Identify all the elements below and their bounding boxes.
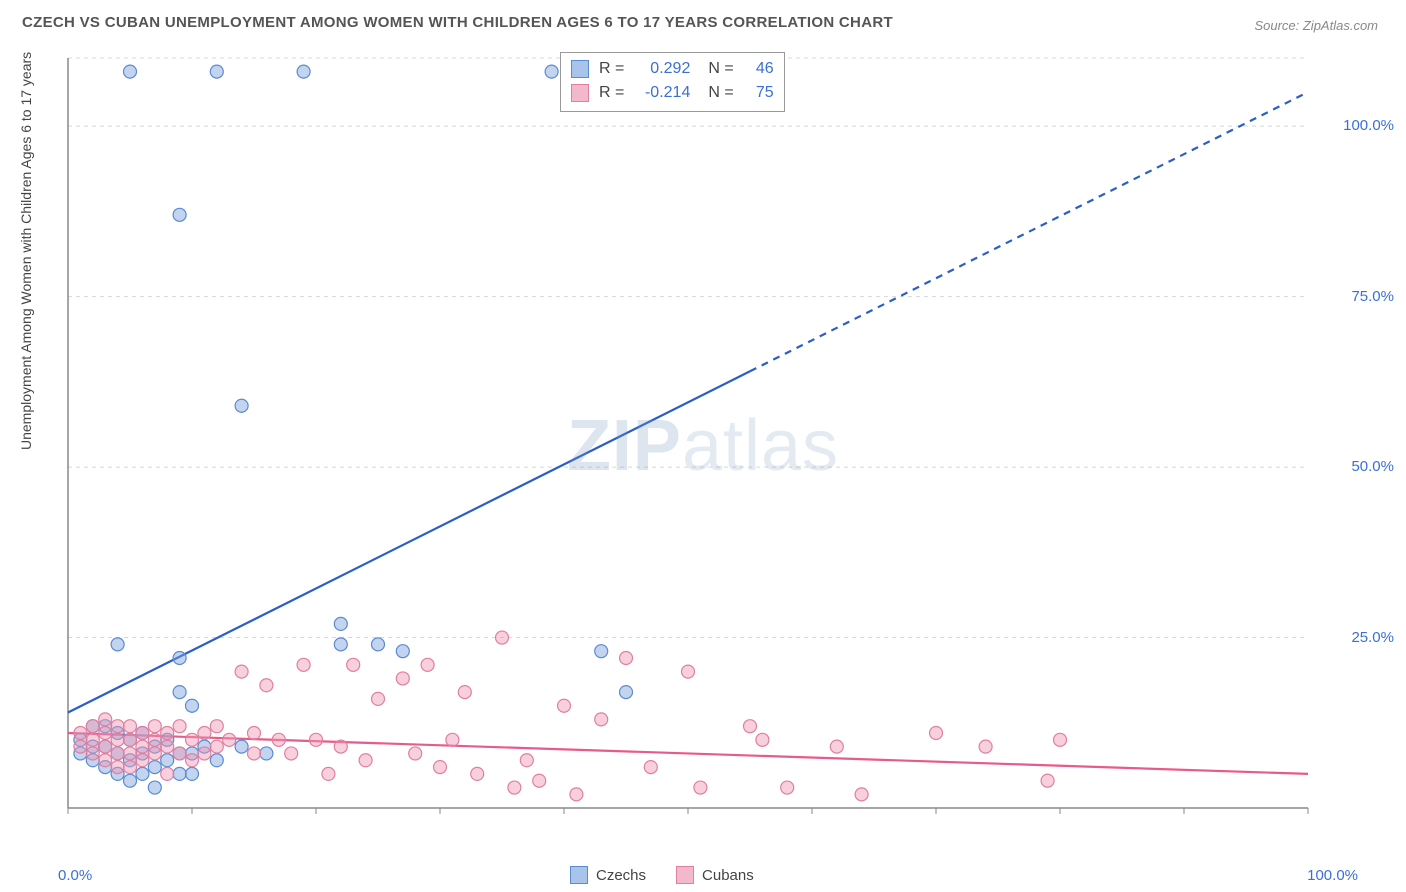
r-value: 0.292 bbox=[634, 60, 690, 78]
y-tick-label: 50.0% bbox=[1351, 458, 1394, 475]
y-tick-label: 100.0% bbox=[1343, 117, 1394, 134]
scatter-plot bbox=[58, 48, 1358, 838]
legend-swatch bbox=[571, 60, 589, 78]
legend-swatch bbox=[676, 866, 694, 884]
legend-row: R = -0.214 N = 75 bbox=[571, 81, 774, 105]
chart-title: CZECH VS CUBAN UNEMPLOYMENT AMONG WOMEN … bbox=[22, 14, 893, 31]
n-value: 75 bbox=[744, 84, 774, 102]
legend-swatch bbox=[571, 84, 589, 102]
legend-swatch bbox=[570, 866, 588, 884]
y-tick-label: 75.0% bbox=[1351, 288, 1394, 305]
n-label: N = bbox=[708, 84, 733, 102]
r-label: R = bbox=[599, 60, 624, 78]
r-value: -0.214 bbox=[634, 84, 690, 102]
legend-row: R = 0.292 N = 46 bbox=[571, 57, 774, 81]
legend-label: Cubans bbox=[702, 867, 754, 884]
y-tick-label: 25.0% bbox=[1351, 629, 1394, 646]
source-label: Source: ZipAtlas.com bbox=[1254, 18, 1378, 33]
n-label: N = bbox=[708, 60, 733, 78]
r-label: R = bbox=[599, 84, 624, 102]
legend-label: Czechs bbox=[596, 867, 646, 884]
legend-item: Czechs bbox=[570, 866, 646, 884]
n-value: 46 bbox=[744, 60, 774, 78]
y-axis-label: Unemployment Among Women with Children A… bbox=[18, 52, 34, 450]
legend-item: Cubans bbox=[676, 866, 754, 884]
correlation-legend: R = 0.292 N = 46 R = -0.214 N = 75 bbox=[560, 52, 785, 112]
x-axis-min-label: 0.0% bbox=[58, 867, 92, 884]
series-legend: Czechs Cubans bbox=[570, 866, 754, 884]
x-axis-max-label: 100.0% bbox=[1307, 867, 1358, 884]
